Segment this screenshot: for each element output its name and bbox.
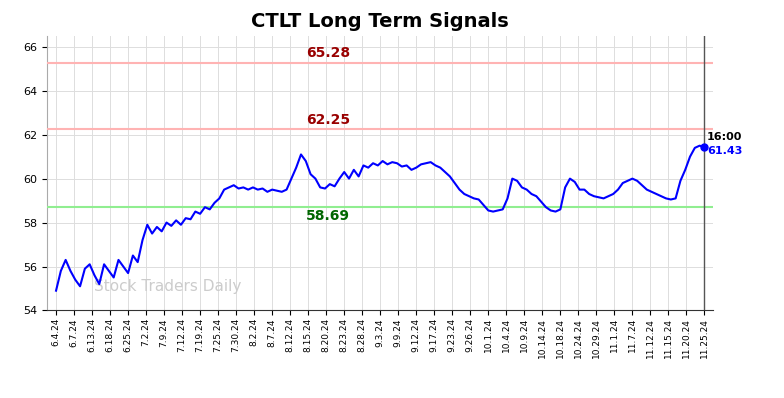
Text: 16:00: 16:00 xyxy=(707,132,742,142)
Text: Stock Traders Daily: Stock Traders Daily xyxy=(94,279,241,294)
Text: 65.28: 65.28 xyxy=(307,46,350,60)
Text: 58.69: 58.69 xyxy=(307,209,350,222)
Point xyxy=(699,144,711,150)
Text: 61.43: 61.43 xyxy=(707,146,742,156)
Text: 62.25: 62.25 xyxy=(307,113,350,127)
Title: CTLT Long Term Signals: CTLT Long Term Signals xyxy=(252,12,509,31)
